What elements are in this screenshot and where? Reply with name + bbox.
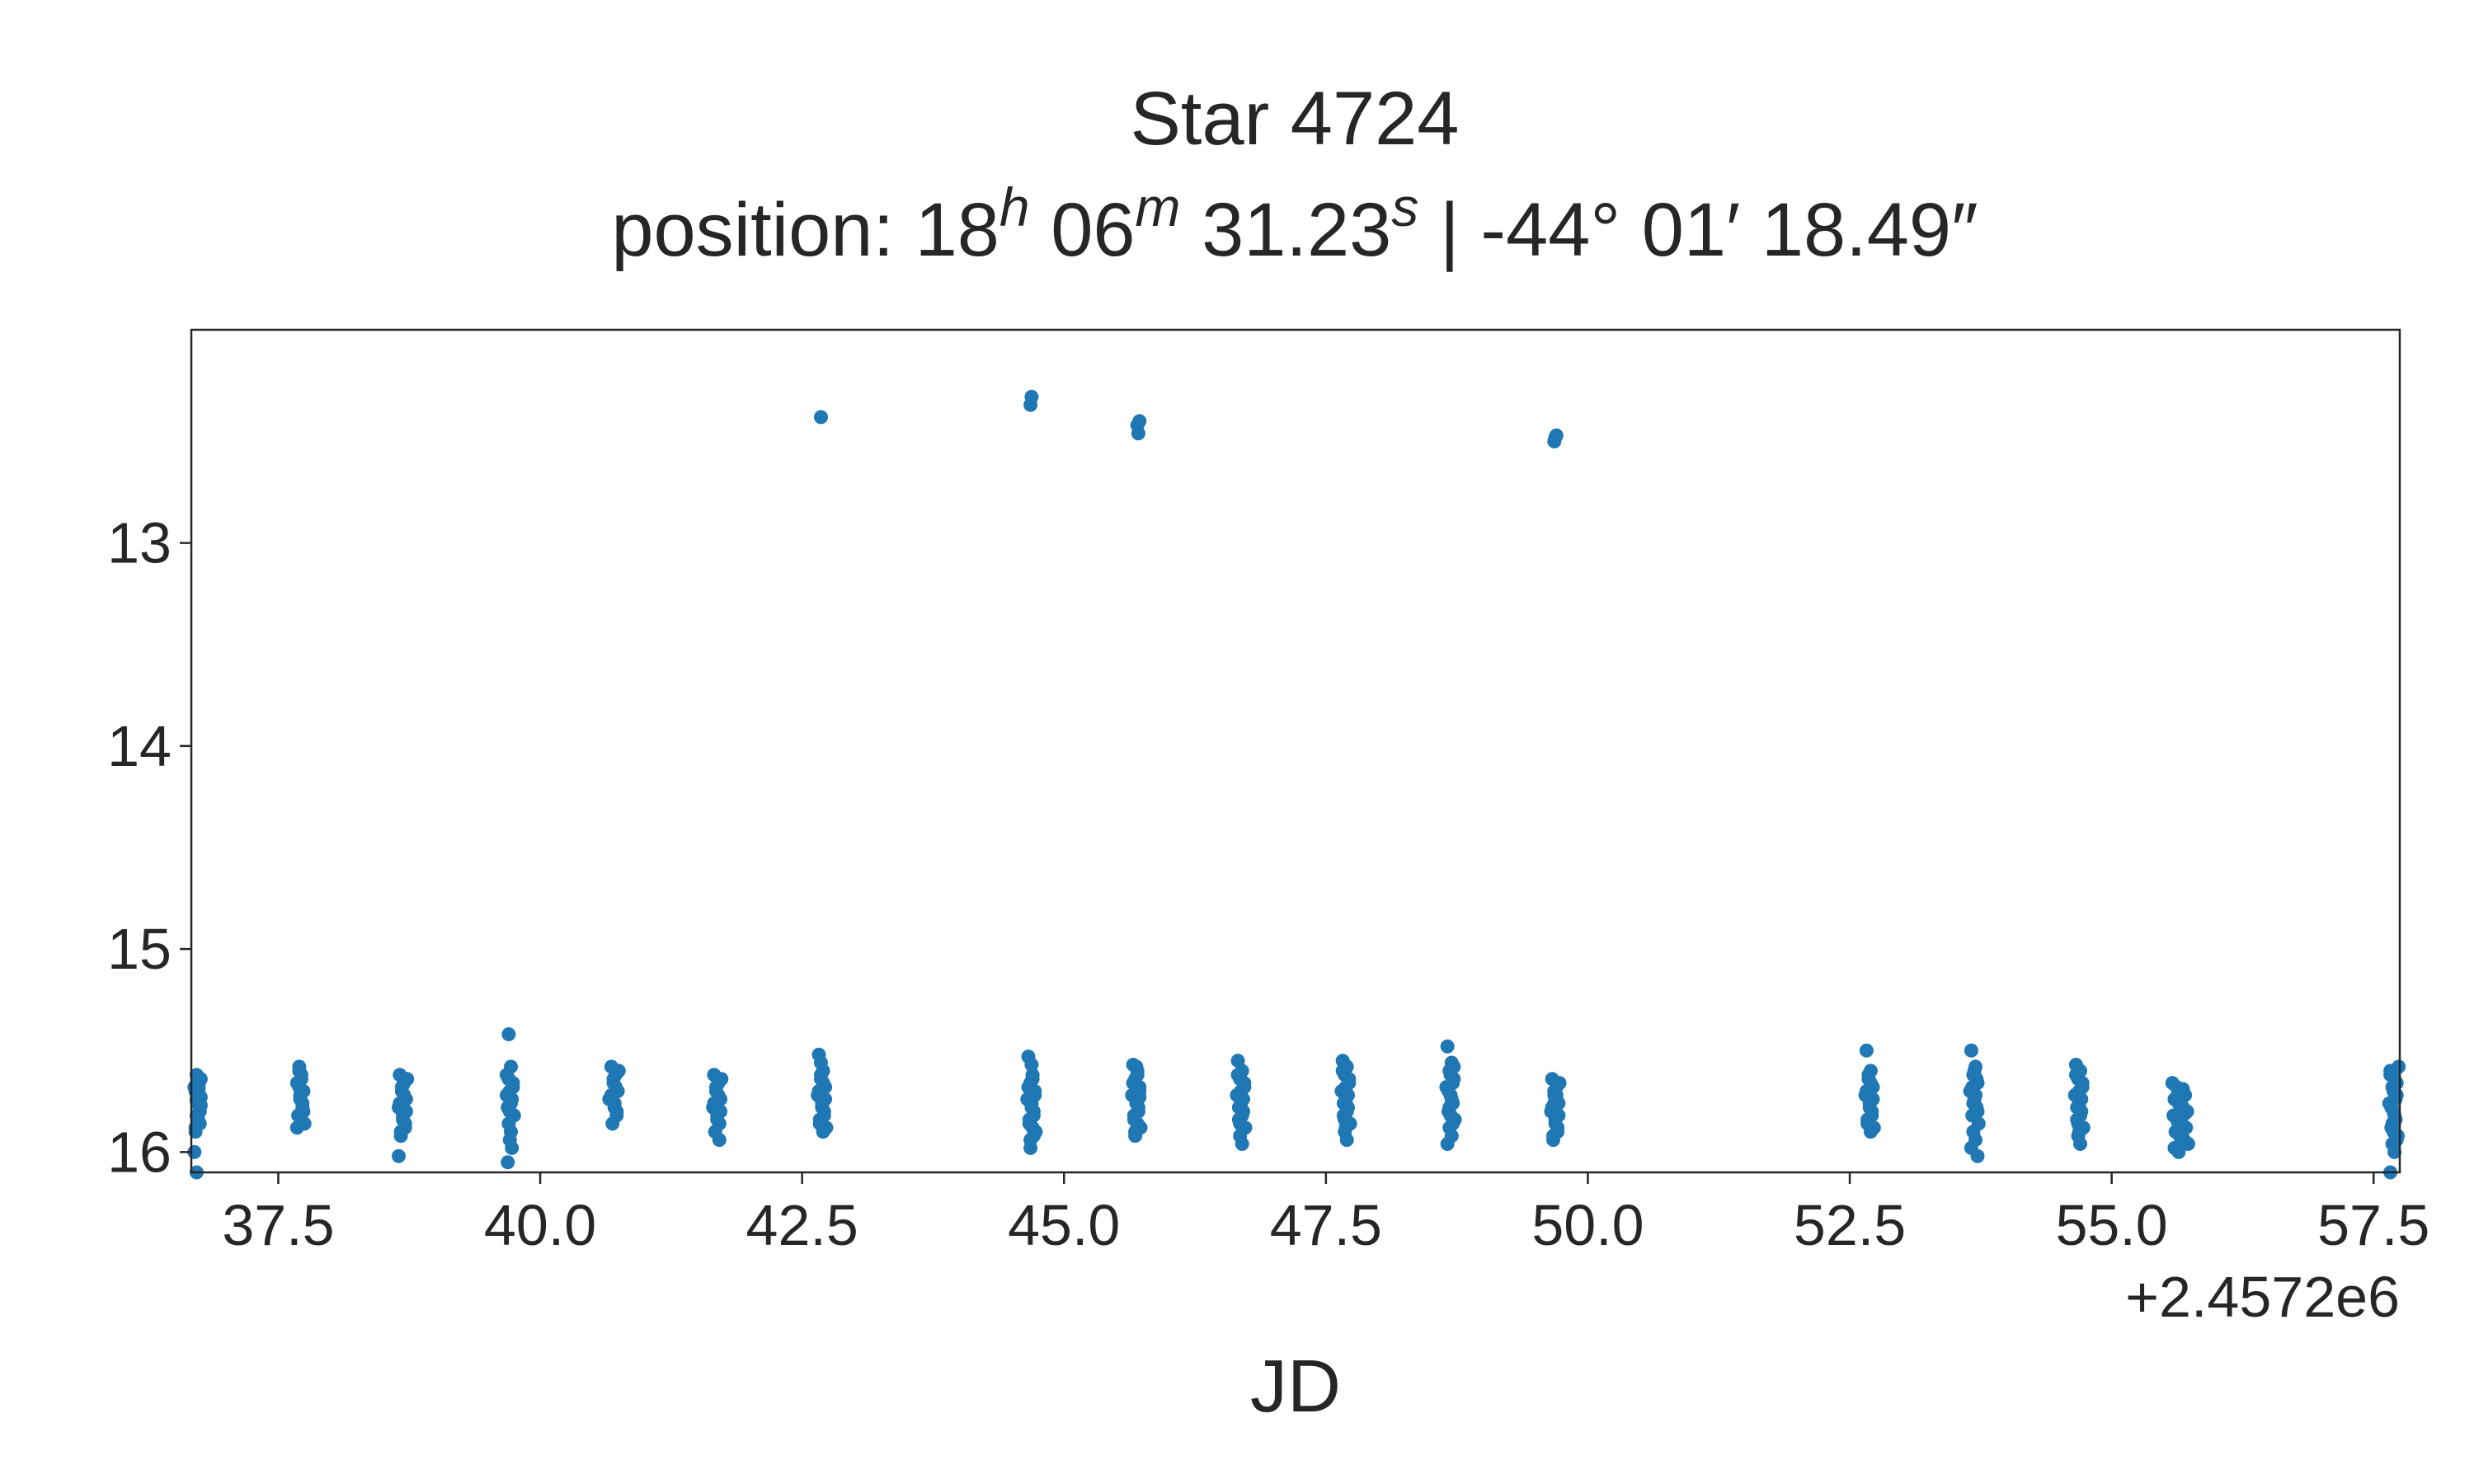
y-tick-label: 16 (107, 1120, 172, 1184)
plot-frame (190, 328, 2401, 1174)
data-point (710, 1112, 725, 1127)
data-point (1970, 1148, 1985, 1163)
x-axis-offset-label: +2.4572e6 (2125, 1265, 2400, 1329)
data-point (293, 1090, 308, 1105)
data-point (1546, 1133, 1560, 1148)
x-axis-ticks: 37.5 40.0 42.5 45.0 47.5 50.0 52.5 55.0 57.5 (222, 1172, 2429, 1257)
data-point (292, 1080, 307, 1095)
ra-hours: 18 (915, 188, 999, 272)
dec-minutes: 01′ (1642, 188, 1741, 272)
data-point (814, 1055, 828, 1070)
data-point (1023, 1140, 1038, 1155)
data-point (501, 1027, 516, 1041)
x-tick-label: 45.0 (1008, 1193, 1120, 1257)
data-point (712, 1133, 727, 1148)
data-point (815, 1090, 830, 1105)
ra-hours-unit: h (999, 176, 1030, 237)
data-point (192, 1116, 207, 1131)
data-point (1547, 1096, 1562, 1111)
data-point (609, 1104, 624, 1119)
data-point (1440, 1137, 1455, 1151)
dec-degrees: -44° (1480, 188, 1620, 272)
x-tick-label: 50.0 (1531, 1193, 1644, 1257)
data-point (2180, 1137, 2195, 1151)
chart-subtitle: position: 18h 06m 31.23s | -44° 01′ 18.4… (611, 176, 1978, 272)
data-point (1131, 426, 1145, 441)
data-point (1440, 1039, 1455, 1054)
scatter-points (187, 389, 2406, 1180)
data-point (1026, 1129, 1041, 1144)
data-point (2171, 1144, 2186, 1159)
x-tick-label: 47.5 (1270, 1193, 1382, 1257)
data-point (2387, 1144, 2402, 1159)
data-point (2175, 1122, 2189, 1137)
data-point (1339, 1133, 1354, 1148)
chart-title: Star 4724 (1131, 77, 1460, 161)
data-point (2392, 1059, 2406, 1074)
y-tick-label: 15 (107, 917, 172, 981)
x-tick-label: 55.0 (2056, 1193, 2168, 1257)
data-point (605, 1116, 620, 1131)
data-point (1964, 1043, 1978, 1058)
data-point (1024, 1058, 1039, 1072)
data-point (1338, 1120, 1353, 1135)
data-point (294, 1112, 308, 1127)
y-tick-label: 13 (107, 511, 172, 575)
x-tick-label: 37.5 (222, 1193, 334, 1257)
ra-minutes-unit: m (1136, 176, 1181, 237)
data-point (1859, 1043, 1874, 1058)
subtitle-separator: | (1418, 188, 1480, 272)
x-tick-label: 57.5 (2317, 1193, 2429, 1257)
y-tick-label: 14 (107, 714, 172, 778)
data-point (1235, 1137, 1249, 1151)
x-tick-label: 40.0 (484, 1193, 596, 1257)
data-point (1128, 1125, 1143, 1139)
data-point (505, 1140, 520, 1155)
data-point (393, 1129, 408, 1144)
x-tick-label: 52.5 (1794, 1193, 1906, 1257)
data-point (1549, 428, 1564, 443)
data-point (1970, 1104, 1985, 1119)
ra-seconds-unit: s (1391, 176, 1418, 237)
data-point (502, 1104, 517, 1119)
ra-seconds: 31.23 (1202, 188, 1391, 272)
data-point (1446, 1116, 1460, 1131)
data-point (1233, 1116, 1248, 1131)
ra-minutes: 06 (1051, 188, 1135, 272)
data-point (2073, 1137, 2087, 1151)
data-point (2072, 1125, 2086, 1139)
subtitle-prefix: position: (611, 188, 915, 272)
data-point (501, 1155, 515, 1170)
data-point (1863, 1125, 1878, 1139)
dec-seconds: 18.49″ (1761, 188, 1978, 272)
data-point (814, 410, 828, 425)
data-point (1132, 1090, 1147, 1105)
data-point (191, 1086, 206, 1101)
data-point (1024, 389, 1039, 404)
x-tick-label: 42.5 (746, 1193, 858, 1257)
data-point (816, 1125, 830, 1139)
data-point (392, 1148, 406, 1163)
data-point (2389, 1133, 2404, 1148)
y-axis-ticks: 13 14 15 16 (107, 511, 191, 1184)
data-point (1129, 1059, 1144, 1074)
x-axis-label: JD (1250, 1345, 1341, 1428)
data-point (1132, 414, 1147, 429)
